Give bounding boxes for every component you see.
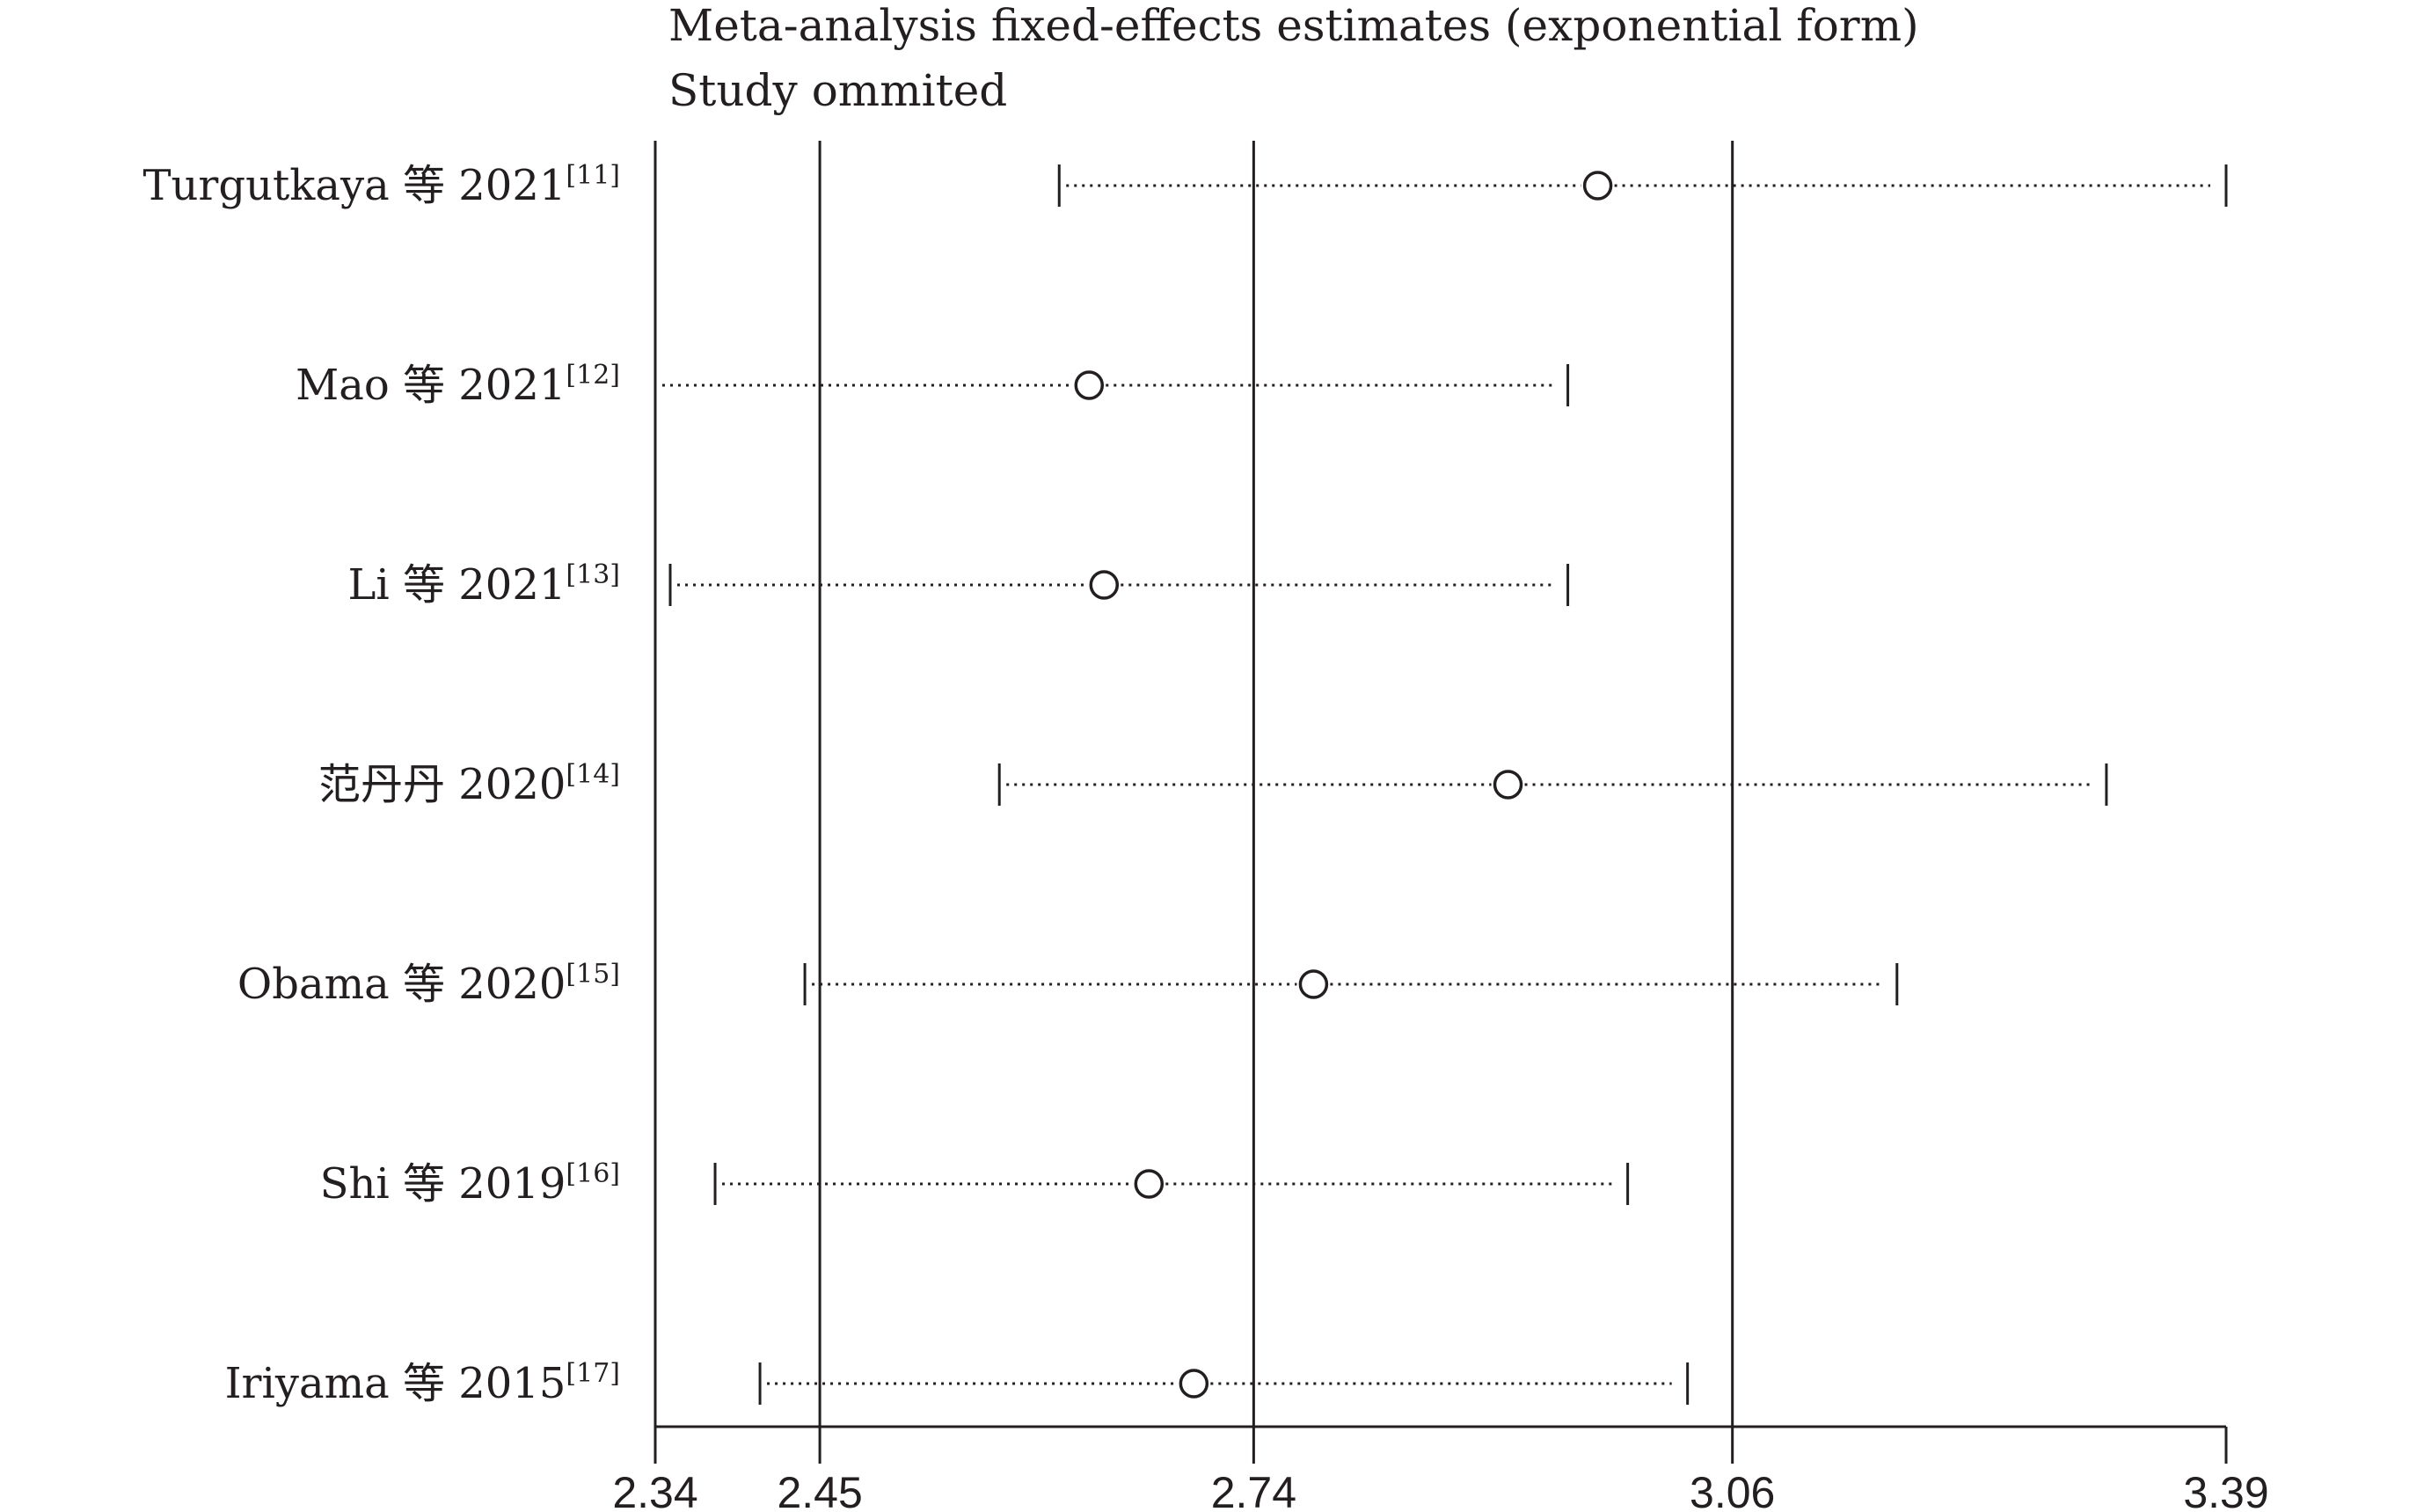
study-label: Obama 等 2020[15]: [237, 959, 620, 1009]
x-tick-label: 2.74: [1211, 1468, 1296, 1512]
point-estimate: [1179, 1369, 1209, 1399]
study-reference: [17]: [566, 1358, 620, 1389]
study-rows: Turgutkaya 等 2021[11] Mao 等 2021[12] Li 等 …: [142, 160, 2228, 1408]
study-name: Li 等 2021: [348, 560, 566, 610]
study-name: Shi 等 2019: [320, 1159, 566, 1209]
study-label: Mao 等 2021[12]: [296, 360, 620, 410]
study-name: 范丹丹 2020: [318, 760, 566, 809]
point-estimate: [1582, 171, 1613, 201]
point-estimate: [1493, 770, 1523, 800]
point-estimate: [1074, 370, 1105, 400]
x-tick-label: 3.06: [1690, 1468, 1775, 1512]
reference-lines: [653, 141, 1734, 1427]
study-row: Obama 等 2020[15]: [237, 959, 1899, 1009]
study-row: Mao 等 2021[12]: [296, 360, 1570, 410]
study-row: Li 等 2021[13]: [348, 559, 1570, 610]
study-reference: [13]: [566, 559, 620, 590]
study-row: Shi 等 2019[16]: [320, 1158, 1630, 1209]
study-reference: [15]: [566, 959, 620, 990]
study-name: Mao 等 2021: [296, 361, 566, 410]
study-reference: [14]: [566, 759, 620, 790]
study-name: Turgutkaya 等 2021: [142, 161, 566, 210]
study-reference: [16]: [566, 1158, 620, 1189]
study-row: Turgutkaya 等 2021[11]: [142, 160, 2228, 210]
chart-title: Meta-analysis fixed-effects estimates (e…: [668, 0, 1919, 51]
point-estimate: [1089, 570, 1120, 600]
x-axis: 2.34 2.45 2.74 3.06 3.39: [612, 1425, 2269, 1512]
study-label: Turgutkaya 等 2021[11]: [142, 160, 620, 210]
study-reference: [12]: [566, 360, 620, 391]
point-estimate: [1298, 969, 1329, 999]
study-row: 范丹丹 2020[14]: [318, 759, 2108, 809]
chart-subtitle: Study ommited: [668, 65, 1007, 116]
study-name: Iriyama 等 2015: [225, 1359, 566, 1408]
x-tick-label: 2.34: [612, 1468, 697, 1512]
x-tick-label: 2.45: [777, 1468, 862, 1512]
point-estimate: [1134, 1169, 1165, 1199]
study-name: Obama 等 2020: [237, 960, 566, 1009]
study-label: Li 等 2021[13]: [348, 559, 621, 610]
x-tick-label: 3.39: [2183, 1468, 2268, 1512]
study-label: Iriyama 等 2015[17]: [225, 1358, 620, 1408]
study-label: Shi 等 2019[16]: [320, 1158, 620, 1209]
study-row: Iriyama 等 2015[17]: [225, 1358, 1690, 1408]
study-reference: [11]: [566, 160, 620, 191]
study-label: 范丹丹 2020[14]: [318, 759, 620, 809]
